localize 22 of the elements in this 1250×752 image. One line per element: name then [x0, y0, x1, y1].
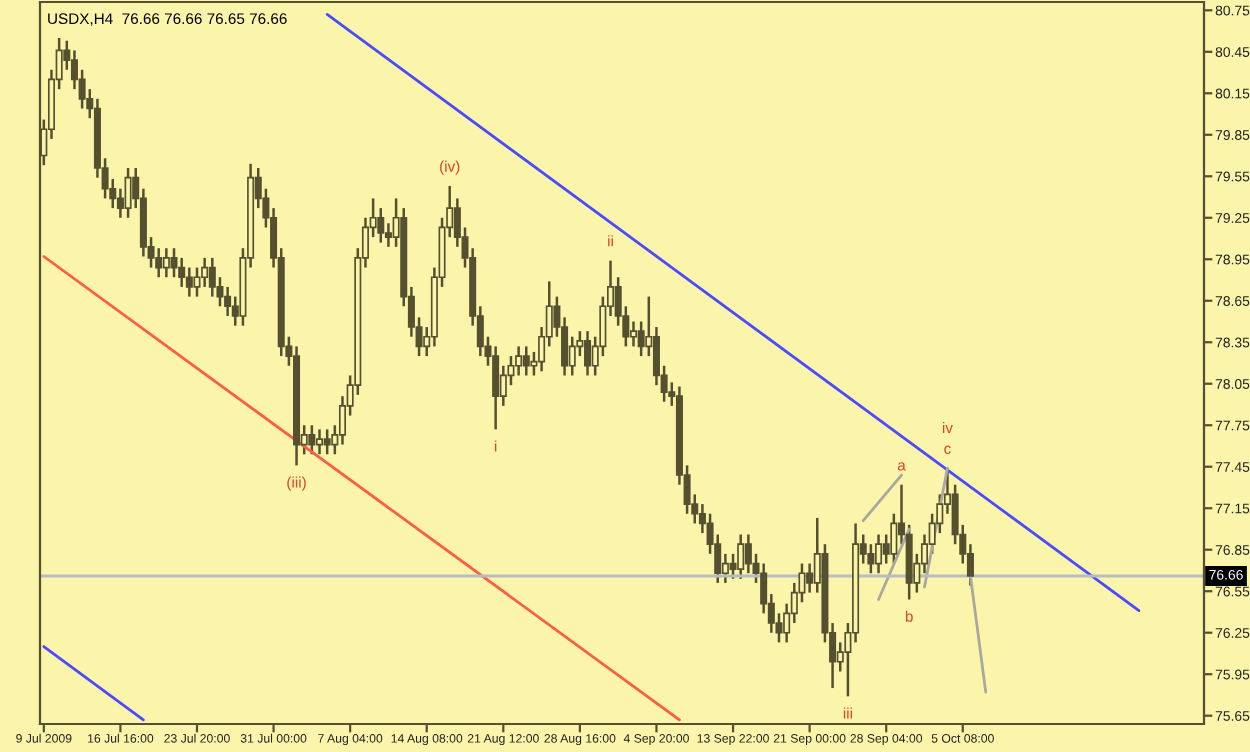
candlestick — [208, 256, 216, 298]
candlestick — [162, 246, 170, 279]
candlestick — [377, 206, 385, 244]
candlestick — [308, 423, 316, 456]
candlestick — [522, 345, 530, 377]
candlestick — [867, 542, 875, 575]
candlestick — [124, 166, 132, 220]
candlestick — [744, 533, 752, 575]
candlestick — [737, 533, 745, 581]
candlestick — [492, 345, 500, 431]
candlestick — [323, 428, 331, 456]
candlestick — [170, 246, 178, 279]
candlestick — [224, 285, 232, 318]
candlestick — [875, 533, 883, 575]
candlestick — [193, 266, 201, 298]
candlestick — [315, 428, 324, 456]
candlestick — [584, 329, 592, 377]
candlestick — [178, 256, 186, 289]
candlestick — [629, 320, 638, 348]
candlestick — [515, 345, 523, 377]
candlestick — [185, 266, 193, 298]
candlestick — [201, 256, 209, 289]
